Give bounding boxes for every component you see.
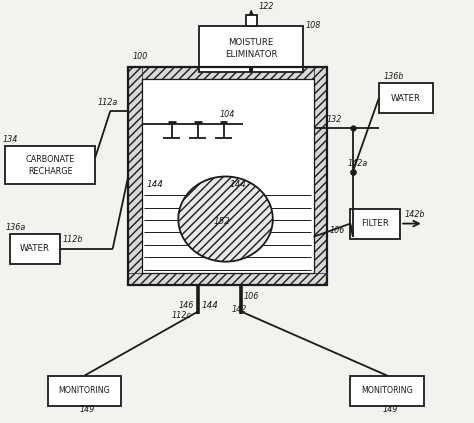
Text: 132: 132 xyxy=(327,115,342,124)
Bar xyxy=(128,273,327,285)
Bar xyxy=(142,79,314,273)
Text: 144: 144 xyxy=(202,301,219,310)
Bar xyxy=(48,376,121,406)
Text: 134: 134 xyxy=(3,135,18,144)
Text: 144: 144 xyxy=(146,180,163,189)
Text: MONITORING: MONITORING xyxy=(59,386,110,395)
Bar xyxy=(350,209,400,239)
Text: MOISTURE
ELIMINATOR: MOISTURE ELIMINATOR xyxy=(225,38,277,59)
Bar xyxy=(128,67,327,285)
Text: 106: 106 xyxy=(244,292,259,301)
Text: 136a: 136a xyxy=(5,222,26,231)
Text: 104: 104 xyxy=(219,110,235,119)
Text: 142a: 142a xyxy=(348,159,368,168)
Text: 152: 152 xyxy=(214,217,231,226)
Text: WATER: WATER xyxy=(20,244,50,253)
Text: 112b: 112b xyxy=(62,236,82,244)
Bar xyxy=(379,83,433,113)
Bar xyxy=(10,233,60,264)
Bar xyxy=(128,67,142,285)
Bar xyxy=(350,376,424,406)
Text: 142b: 142b xyxy=(405,210,425,220)
Bar xyxy=(142,79,314,273)
Text: 144: 144 xyxy=(229,180,246,189)
Bar xyxy=(128,67,327,285)
Text: 122: 122 xyxy=(258,2,273,11)
Text: 112a: 112a xyxy=(98,98,118,107)
Text: 142: 142 xyxy=(232,305,247,314)
Text: 149: 149 xyxy=(383,405,398,414)
Text: WATER: WATER xyxy=(391,94,421,103)
Ellipse shape xyxy=(178,176,273,262)
Text: 112c: 112c xyxy=(172,311,191,320)
Bar xyxy=(314,67,327,285)
Text: FILTER: FILTER xyxy=(361,219,389,228)
Text: 136b: 136b xyxy=(383,72,404,81)
Text: 100: 100 xyxy=(133,52,148,61)
Bar xyxy=(5,146,95,184)
Bar xyxy=(246,15,257,26)
Text: MONITORING: MONITORING xyxy=(361,386,413,395)
Text: 106: 106 xyxy=(329,225,345,235)
Text: 108: 108 xyxy=(306,21,321,30)
Bar xyxy=(199,26,303,71)
Text: 146: 146 xyxy=(179,301,194,310)
Text: 149: 149 xyxy=(80,405,95,414)
Text: CARBONATE
RECHARGE: CARBONATE RECHARGE xyxy=(26,155,75,176)
Bar xyxy=(128,67,327,79)
